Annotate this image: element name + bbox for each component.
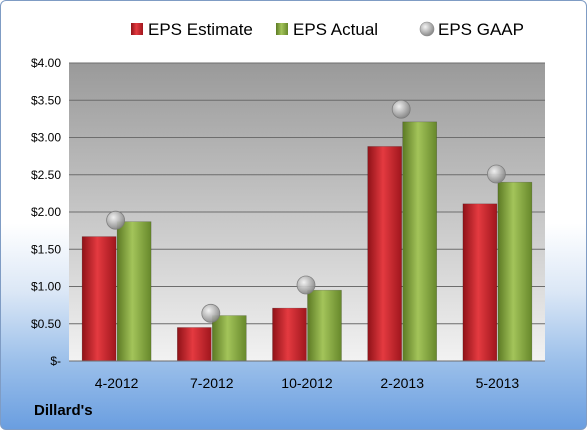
eps-actual-legend-swatch — [276, 23, 288, 35]
x-tick-label: 2-2013 — [380, 375, 424, 391]
eps-gaap-marker — [296, 275, 316, 295]
x-tick-label: 4-2012 — [95, 375, 139, 391]
y-tick-label: $3.50 — [31, 93, 61, 107]
y-tick-label: $1.50 — [31, 242, 61, 256]
x-tick-label: 5-2013 — [476, 375, 520, 391]
eps-estimate-legend-swatch — [131, 23, 143, 35]
eps-actual-bar — [497, 181, 533, 362]
y-tick-label: $0.50 — [31, 317, 61, 331]
legend-label: EPS GAAP — [438, 20, 524, 39]
eps-gaap-marker — [106, 210, 125, 230]
y-tick-label: $4.00 — [31, 56, 61, 70]
x-tick-label: 10-2012 — [281, 375, 333, 391]
x-tick-label: 7-2012 — [190, 375, 234, 391]
eps-gaap-marker — [391, 99, 411, 119]
eps-actual-bar — [402, 121, 438, 362]
eps-gaap-legend-swatch — [419, 21, 435, 37]
company-name: Dillard's — [34, 402, 93, 419]
eps-estimate-bar — [367, 146, 403, 362]
eps-estimate-bar — [177, 327, 212, 362]
y-tick-label: $- — [50, 354, 61, 368]
eps-actual-bar — [212, 315, 247, 362]
eps-actual-bar — [307, 289, 342, 362]
y-tick-label: $2.50 — [31, 168, 61, 182]
legend-label: EPS Actual — [293, 20, 378, 39]
eps-estimate-bar — [462, 203, 498, 362]
y-tick-label: $3.00 — [31, 131, 61, 145]
y-tick-label: $2.00 — [31, 205, 61, 219]
y-tick-label: $1.00 — [31, 280, 61, 294]
eps-gaap-marker — [201, 303, 221, 323]
legend-label: EPS Estimate — [148, 20, 253, 39]
eps-gaap-marker — [486, 164, 506, 184]
eps-estimate-bar — [272, 307, 307, 362]
eps-estimate-bar — [81, 236, 117, 362]
eps-actual-bar — [116, 221, 152, 362]
